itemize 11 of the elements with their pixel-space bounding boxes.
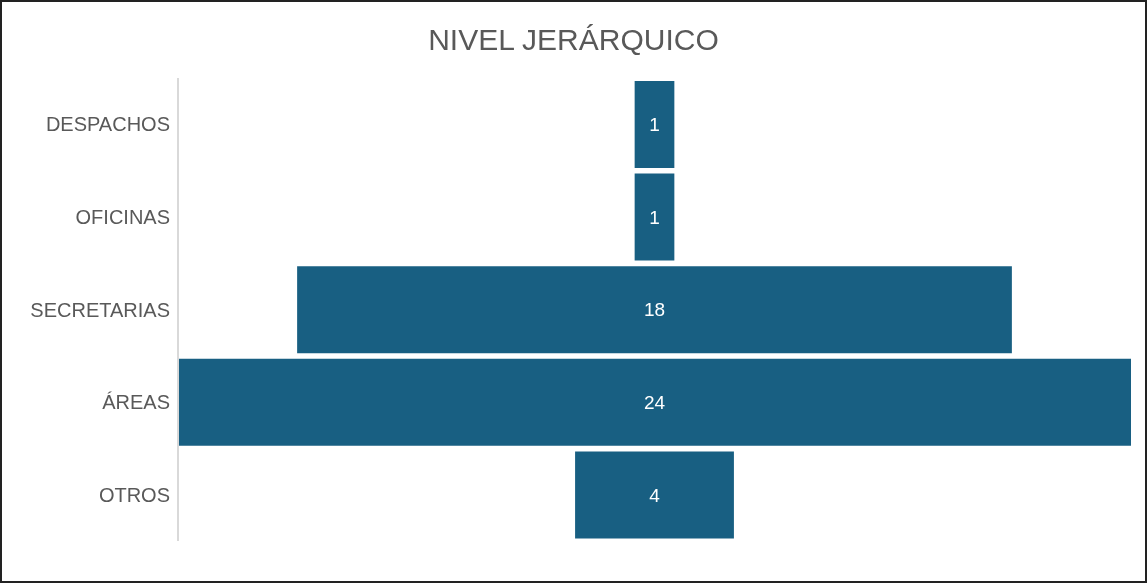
category-label: DESPACHOS xyxy=(45,113,170,136)
data-label: 18 xyxy=(643,299,666,321)
data-label: 24 xyxy=(643,392,666,414)
text: NIVEL JERÁRQUICO xyxy=(427,22,720,58)
data-label: 1 xyxy=(649,114,660,136)
category-label: ÁREAS xyxy=(102,391,170,414)
category-label: SECRETARIAS xyxy=(30,298,170,321)
category-label: OFICINAS xyxy=(75,206,170,228)
category-label: OTROS xyxy=(98,483,170,506)
data-label: 4 xyxy=(649,484,661,506)
data-label: 1 xyxy=(649,206,660,228)
